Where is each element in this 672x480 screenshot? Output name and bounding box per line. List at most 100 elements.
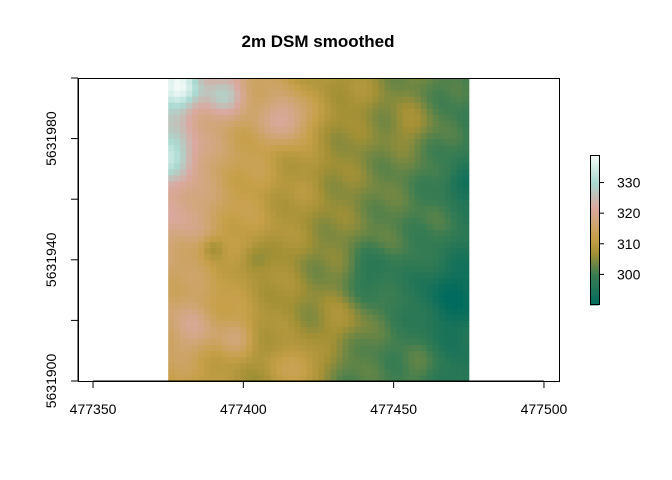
raster-cell	[294, 235, 301, 243]
raster-cell	[390, 362, 398, 370]
raster-cell	[276, 326, 283, 334]
raster-cell	[192, 362, 199, 370]
raster-cell	[378, 265, 386, 273]
raster-cell	[408, 181, 416, 188]
raster-cell	[252, 265, 259, 273]
raster-cell	[228, 344, 235, 352]
raster-cell	[450, 108, 458, 115]
raster-cell	[258, 126, 265, 134]
raster-cell	[180, 132, 187, 140]
raster-cell	[246, 217, 253, 224]
raster-cell	[294, 332, 301, 340]
raster-cell	[414, 168, 422, 176]
raster-cell	[222, 168, 229, 176]
raster-cell	[312, 247, 319, 255]
raster-cell	[294, 374, 301, 382]
raster-cell	[282, 356, 289, 364]
raster-cell	[342, 211, 350, 218]
raster-cell	[378, 277, 386, 285]
raster-cell	[336, 223, 344, 230]
raster-cell	[354, 168, 362, 176]
raster-cell	[300, 290, 307, 297]
raster-cell	[348, 174, 356, 182]
raster-cell	[192, 144, 199, 152]
raster-cell	[312, 374, 319, 382]
raster-cell	[192, 132, 199, 140]
raster-cell	[282, 193, 289, 200]
raster-cell	[372, 217, 380, 224]
raster-cell	[216, 78, 223, 85]
raster-cell	[384, 120, 392, 127]
raster-cell	[222, 217, 229, 224]
raster-cell	[342, 90, 350, 97]
raster-cell	[342, 223, 350, 230]
raster-cell	[450, 241, 458, 249]
raster-cell	[210, 205, 217, 212]
colorbar-swatch	[590, 225, 599, 228]
raster-cell	[324, 326, 332, 334]
raster-cell	[300, 193, 307, 200]
raster-cell	[174, 247, 181, 255]
colorbar-swatch	[590, 280, 599, 283]
raster-cell	[252, 271, 259, 279]
raster-cell	[336, 132, 344, 140]
raster-cell	[252, 356, 259, 364]
raster-cell	[276, 344, 283, 352]
raster-cell	[174, 229, 181, 237]
raster-cell	[342, 205, 350, 212]
raster-cell	[312, 314, 319, 321]
raster-cell	[342, 338, 350, 346]
raster-cell	[438, 205, 446, 212]
raster-cell	[192, 308, 199, 315]
raster-cell	[312, 356, 319, 364]
raster-cell	[270, 284, 277, 291]
raster-cell	[318, 308, 326, 315]
raster-cell	[276, 211, 283, 218]
raster-cell	[444, 120, 452, 127]
raster-cell	[450, 199, 458, 206]
raster-cell	[372, 344, 380, 352]
raster-cell	[462, 223, 470, 230]
raster-cell	[312, 84, 319, 91]
raster-cell	[222, 162, 229, 170]
raster-cell	[306, 229, 313, 237]
raster-cell	[198, 332, 205, 340]
raster-cell	[228, 168, 235, 176]
raster-cell	[198, 368, 205, 376]
raster-cell	[366, 174, 374, 182]
raster-cell	[324, 162, 332, 170]
raster-cell	[366, 356, 374, 364]
raster-cell	[432, 277, 440, 285]
raster-cell	[330, 181, 338, 188]
raster-cell	[216, 356, 223, 364]
colorbar-swatch	[590, 250, 599, 253]
raster-cell	[324, 259, 332, 267]
raster-cell	[336, 344, 344, 352]
raster-cell	[348, 253, 356, 261]
raster-cell	[450, 162, 458, 170]
raster-cell	[246, 187, 253, 194]
raster-cell	[270, 156, 277, 164]
raster-cell	[378, 168, 386, 176]
raster-cell	[342, 108, 350, 115]
raster-cell	[408, 284, 416, 291]
raster-cell	[294, 350, 301, 358]
raster-cell	[444, 205, 452, 212]
raster-cell	[264, 90, 271, 97]
raster-cell	[408, 296, 416, 303]
raster-cell	[234, 90, 241, 97]
raster-cell	[204, 205, 211, 212]
raster-cell	[174, 320, 181, 327]
raster-cell	[366, 368, 374, 376]
raster-cell	[174, 138, 181, 146]
raster-cell	[426, 320, 434, 327]
raster-cell	[174, 205, 181, 212]
raster-cell	[258, 211, 265, 218]
raster-cell	[348, 120, 356, 127]
raster-cell	[426, 174, 434, 182]
raster-cell	[396, 211, 404, 218]
raster-cell	[258, 374, 265, 382]
raster-cell	[204, 290, 211, 297]
raster-cell	[456, 326, 464, 334]
raster-cell	[306, 120, 313, 127]
